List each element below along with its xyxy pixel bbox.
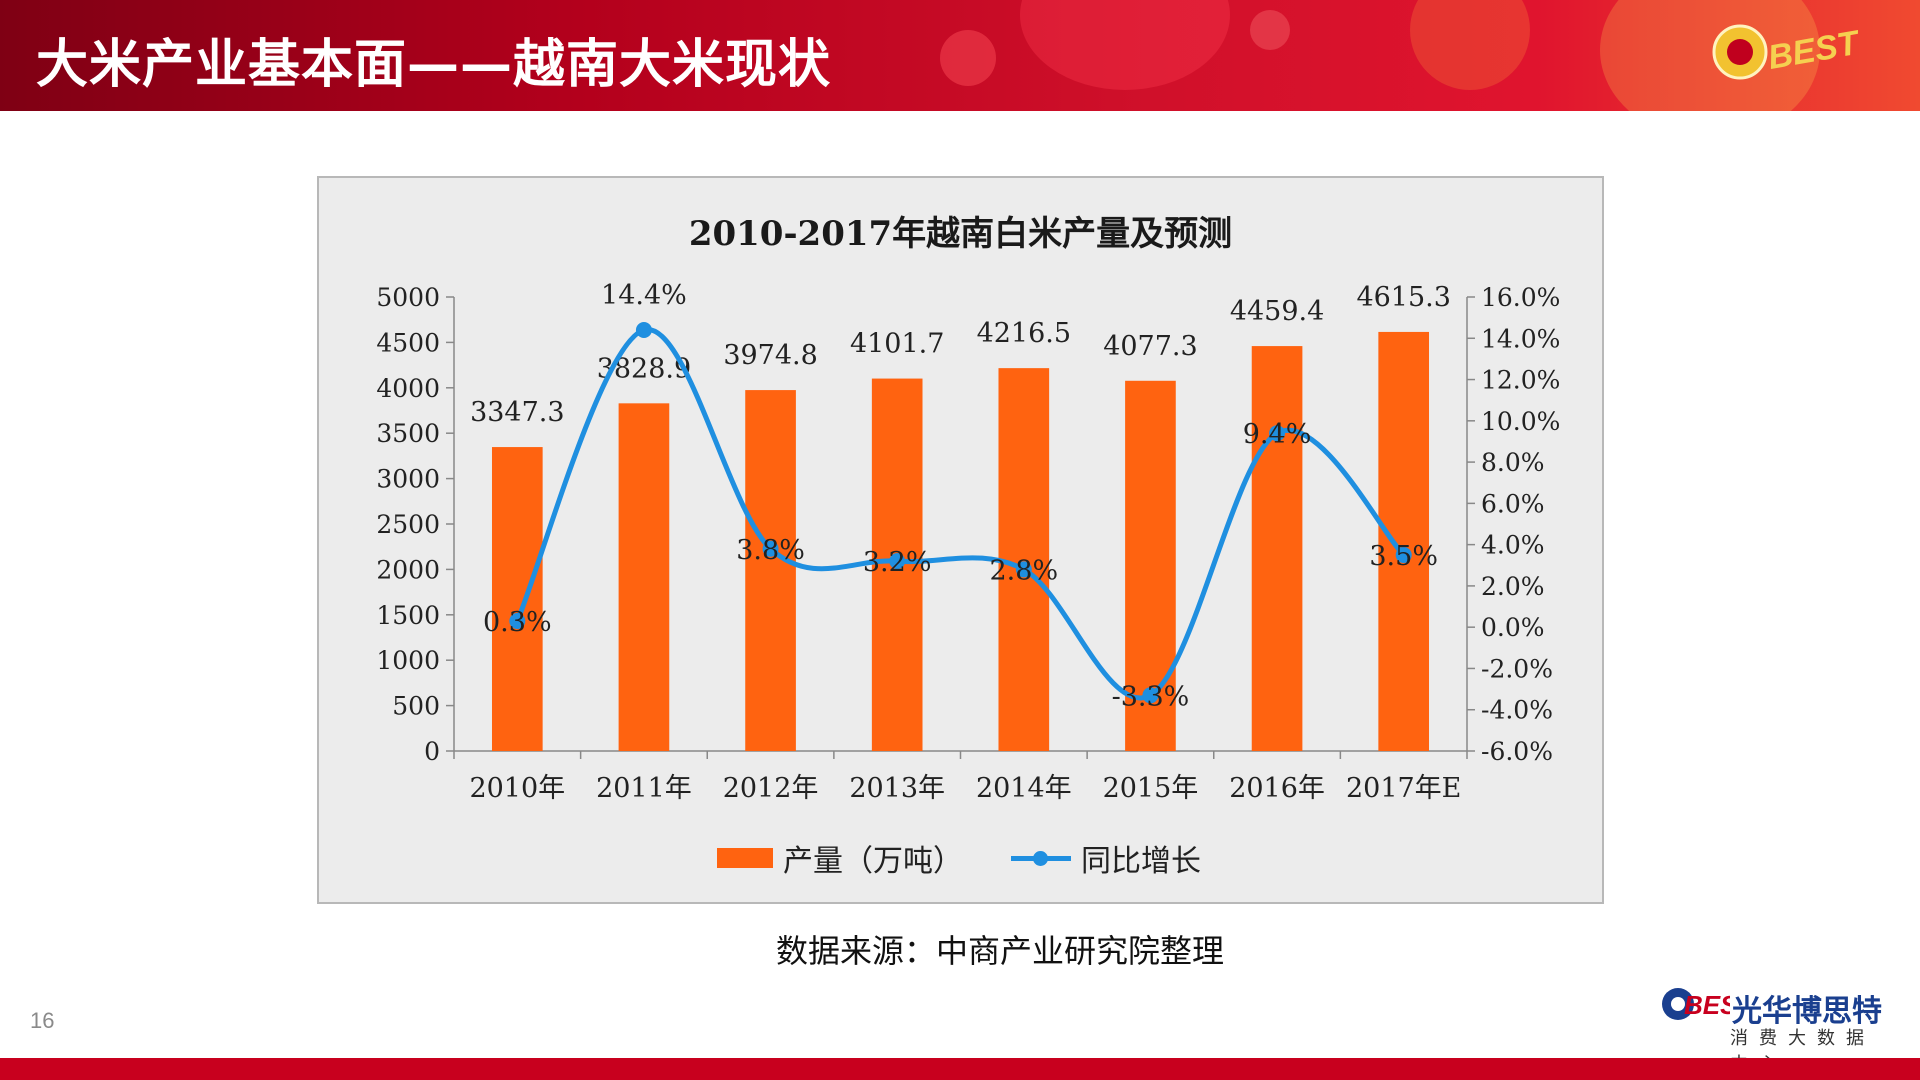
page-number: 16 — [30, 1008, 55, 1033]
bar-value-label: 3974.8 — [723, 340, 817, 371]
data-source-note: 数据来源：中商产业研究院整理 — [775, 932, 1224, 970]
growth-value-label: 3.8% — [736, 535, 805, 566]
chart-title: 2010-2017年越南白米产量及预测 — [688, 214, 1233, 254]
growth-point — [1142, 687, 1159, 704]
y-left-tick-label: 0 — [424, 737, 440, 766]
brand-name: 光华博思特 — [1732, 994, 1882, 1029]
growth-value-label: 3.2% — [863, 547, 932, 578]
y-right-tick-label: -2.0% — [1481, 654, 1553, 683]
x-tick-label: 2014年 — [976, 773, 1072, 804]
page-title: 大米产业基本面——越南大米现状 — [36, 35, 832, 95]
x-tick-label: 2013年 — [849, 773, 945, 804]
brand-logo-text: BEST — [1684, 990, 1730, 1020]
legend-item-growth: 同比增长 — [1011, 836, 1201, 880]
best-logo-header: BEST — [1712, 23, 1864, 80]
x-tick-label: 2017年E — [1346, 773, 1461, 804]
growth-point — [889, 553, 906, 570]
growth-point — [1269, 425, 1286, 442]
legend-label-production: 产量（万吨） — [783, 844, 963, 879]
growth-point — [635, 322, 652, 339]
growth-value-label: 3.5% — [1369, 541, 1438, 572]
decor-bubble — [1410, 0, 1530, 90]
y-left-tick-label: 1000 — [376, 646, 440, 675]
best-logo-footer: BEST — [1662, 988, 1730, 1020]
chart-panel: 2010-2017年越南白米产量及预测 0 500 1000 1500 2000 2500… — [317, 176, 1604, 904]
y-right-tick-label: -4.0% — [1481, 696, 1553, 725]
x-tick-label: 2010年 — [469, 773, 565, 804]
y-left-tick-label: 4500 — [376, 328, 440, 357]
y-right-tick-label: 8.0% — [1481, 448, 1545, 477]
bar — [745, 390, 796, 751]
y-left-tick-label: 2500 — [376, 510, 440, 539]
bar — [1251, 346, 1303, 751]
bar-value-label: 4615.3 — [1356, 282, 1450, 313]
decor-bubble — [940, 30, 996, 86]
growth-value-label: 14.4% — [601, 280, 687, 311]
growth-value-label: -3.3% — [1112, 681, 1190, 712]
bar — [1378, 331, 1430, 751]
y-left-tick-label: 4000 — [376, 374, 440, 403]
bar-value-label: 4101.7 — [850, 329, 944, 360]
bar — [618, 403, 670, 751]
y-left-tick-label: 500 — [392, 692, 440, 721]
header-banner: 大米产业基本面——越南大米现状 BEST — [0, 0, 1920, 111]
bar-value-label: 4216.5 — [977, 318, 1071, 349]
bar — [491, 447, 543, 751]
legend-bar-swatch — [717, 848, 773, 868]
y-left-tick-label: 3500 — [376, 419, 440, 448]
x-tick-label: 2016年 — [1229, 773, 1325, 804]
y-left-tick-label: 1500 — [376, 601, 440, 630]
growth-value-label: 2.8% — [990, 555, 1059, 586]
x-tick-label: 2015年 — [1103, 773, 1199, 804]
y-left-tick-label: 2000 — [376, 555, 440, 584]
y-right-tick-label: 0.0% — [1481, 613, 1545, 642]
y-right-tick-label: 16.0% — [1481, 283, 1560, 312]
bar-value-label: 4077.3 — [1103, 331, 1197, 362]
y-right-tick-label: 14.0% — [1481, 324, 1560, 353]
x-tick-label: 2012年 — [723, 773, 819, 804]
chart-legend: 产量（万吨） 同比增长 — [717, 836, 1201, 880]
growth-value-label: 0.3% — [483, 607, 552, 638]
y-right-tick-label: 2.0% — [1481, 572, 1545, 601]
x-tick-label: 2011年 — [596, 773, 692, 804]
brand-logo: BEST 光华博思特 消费大数据中心 — [1660, 984, 1900, 1075]
legend-line-swatch — [1011, 848, 1071, 868]
y-right-tick-label: 4.0% — [1481, 531, 1545, 560]
legend-label-growth: 同比增长 — [1081, 844, 1201, 879]
growth-point — [509, 612, 526, 629]
growth-point — [762, 540, 779, 557]
logo-text: BEST — [1765, 23, 1864, 77]
decor-bubble — [1600, 0, 1820, 111]
decor-bubble — [1250, 10, 1290, 50]
growth-point — [1015, 561, 1032, 578]
y-right-tick-label: 12.0% — [1481, 366, 1560, 395]
chart-svg: 0 500 1000 1500 2000 2500 3000 3500 4000 4500 5000… — [376, 280, 1560, 804]
bar-value-label: 3347.3 — [470, 397, 564, 428]
y-right-tick-label: -6.0% — [1481, 737, 1553, 766]
growth-point — [1395, 546, 1412, 563]
bar — [998, 368, 1050, 751]
footer-bar — [0, 1058, 1920, 1080]
y-left-tick-label: 5000 — [376, 283, 440, 312]
bar-value-label: 4459.4 — [1230, 296, 1324, 327]
y-right-tick-label: 10.0% — [1481, 407, 1560, 436]
y-left-tick-label: 3000 — [376, 465, 440, 494]
decor-bubble — [1020, 0, 1230, 90]
growth-value-label: 9.4% — [1243, 419, 1312, 450]
legend-item-production: 产量（万吨） — [717, 836, 963, 880]
y-right-tick-label: 6.0% — [1481, 489, 1545, 518]
